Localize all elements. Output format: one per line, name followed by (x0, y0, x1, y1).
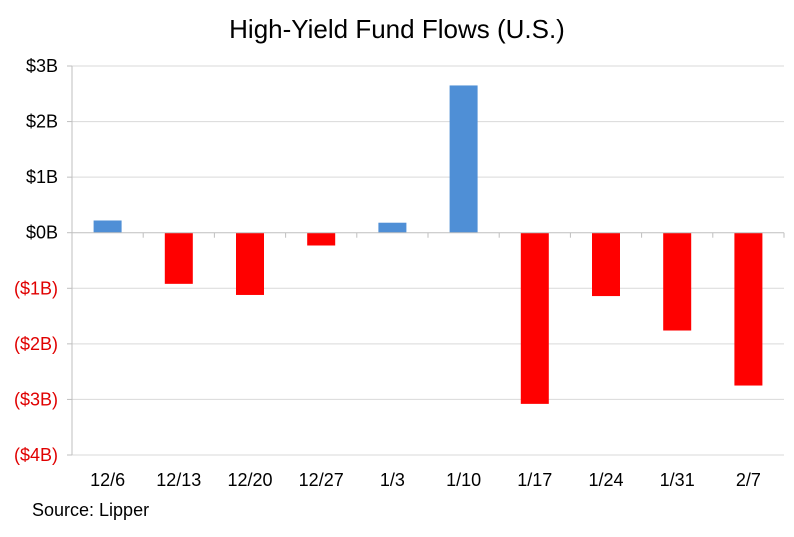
bar-12-13 (164, 232, 193, 284)
y-axis (67, 65, 73, 456)
zero-axis (71, 232, 785, 238)
bar-1-31 (663, 232, 692, 331)
bars (93, 85, 763, 404)
y-tick-label: $3B (26, 56, 58, 76)
x-tick-labels: 12/6 12/13 12/20 12/27 1/3 1/10 1/17 1/24 1/31 2/… (90, 470, 761, 490)
y-tick-label: $0B (26, 223, 58, 243)
y-tick-label: $2B (26, 112, 58, 132)
x-tick-label: 12/6 (90, 470, 125, 490)
y-tick-label: $1B (26, 167, 58, 187)
y-tick-label: ($2B) (14, 334, 58, 354)
chart-title: High-Yield Fund Flows (U.S.) (229, 14, 565, 44)
bar-1-24 (592, 232, 620, 297)
x-tick-label: 1/3 (380, 470, 405, 490)
bar-1-10 (449, 85, 478, 233)
bar-1-17 (520, 232, 549, 404)
x-tick-label: 12/13 (156, 470, 201, 490)
bar-12-27 (307, 232, 336, 246)
y-tick-label: ($1B) (14, 278, 58, 298)
x-tick-label: 12/27 (299, 470, 344, 490)
x-tick-label: 1/17 (517, 470, 552, 490)
x-tick-label: 1/31 (660, 470, 695, 490)
x-tick-label: 12/20 (227, 470, 272, 490)
y-tick-labels: $3B $2B $1B $0B ($1B) ($2B) ($3B) ($4B) (14, 56, 58, 465)
x-tick-label: 1/24 (588, 470, 623, 490)
bar-2-7 (734, 232, 763, 386)
source-note: Source: Lipper (32, 500, 150, 520)
x-tick-label: 1/10 (446, 470, 481, 490)
grid-lines (72, 65, 784, 456)
y-tick-label: ($4B) (14, 445, 58, 465)
x-tick-label: 2/7 (736, 470, 761, 490)
bar-1-3 (378, 222, 407, 233)
bar-12-6 (93, 220, 122, 233)
bar-12-20 (236, 232, 264, 295)
y-tick-label: ($3B) (14, 389, 58, 409)
